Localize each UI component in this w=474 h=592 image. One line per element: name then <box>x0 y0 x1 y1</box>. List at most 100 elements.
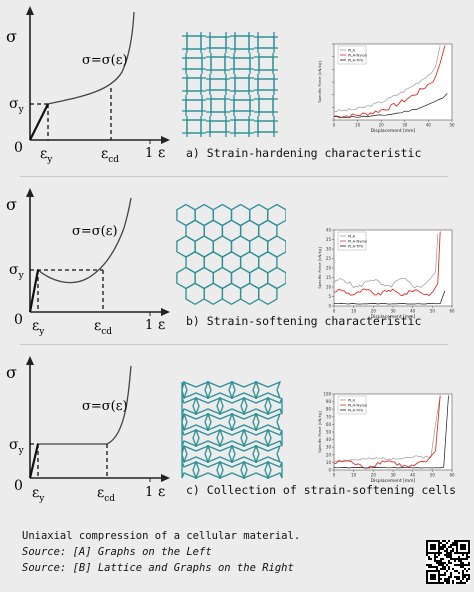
one-label: 1 <box>145 146 153 161</box>
separator-2 <box>20 344 448 345</box>
eps-cd-label: εcd <box>94 318 112 337</box>
legend-entry: PLA-Nylon <box>348 402 368 407</box>
x-tick-label: 0 <box>333 473 336 478</box>
y-tick-label: 30 <box>326 247 332 252</box>
footer-line-3: Source: [B] Lattice and Graphs on the Ri… <box>22 562 294 574</box>
eps-y-label: εy <box>40 146 53 165</box>
footer-line-2: Source: [A] Graphs on the Left <box>22 546 212 558</box>
sigma-axis-label: σ <box>6 363 17 382</box>
x-tick-label: 50 <box>430 309 436 314</box>
series-line <box>333 395 441 463</box>
series-line <box>333 45 441 113</box>
legend-entry: PLA <box>348 47 355 52</box>
caption-b: b) Strain-softening characteristic <box>186 314 422 328</box>
x-tick-label: 20 <box>379 123 385 128</box>
separator-1 <box>20 176 448 177</box>
panel-c: σ σy 0 εy εcd 1 ε σ=σ(ε) 0 10 20 30 40 50 60 70… <box>0 348 474 508</box>
y-tick-label: 5 <box>328 294 331 299</box>
eps-axis-label: ε <box>158 145 165 161</box>
x-axis-label: Displacement [mm] <box>371 314 416 320</box>
x-tick-label: 20 <box>371 473 377 478</box>
y-tick-label: 40 <box>326 228 332 233</box>
equation-label: σ=σ(ε) <box>82 53 128 68</box>
panel-a: σ σy 0 εy εcd 1 ε σ=σ(ε) 0 10 20 30 40 50 Disp… <box>0 0 474 175</box>
x-axis-label: Displacement [mm] <box>371 478 416 484</box>
origin-label: 0 <box>14 140 23 156</box>
y-tick-label: 25 <box>326 256 332 261</box>
x-tick-label: 30 <box>390 309 396 314</box>
lattice-a <box>182 32 278 137</box>
y-tick-label: 0 <box>328 304 331 309</box>
x-tick-label: 10 <box>351 473 357 478</box>
series-line <box>333 395 449 469</box>
legend-entry: PLA-Nylon <box>348 52 368 57</box>
y-tick-label: 40 <box>326 437 332 442</box>
sigma-y-label: σy <box>9 262 25 281</box>
y-tick-label: 0 <box>328 468 331 473</box>
origin-label: 0 <box>14 478 23 494</box>
stress-strain-graph-a: σ σy 0 εy εcd 1 ε σ=σ(ε) <box>6 6 170 165</box>
eps-y-label: εy <box>32 485 45 504</box>
x-tick-label: 20 <box>371 309 377 314</box>
y-tick-label: 90 <box>326 399 332 404</box>
lattice-b <box>176 204 286 306</box>
x-tick-label: 10 <box>351 309 357 314</box>
mini-chart-c: 0 10 20 30 40 50 60 70 80 90 100 0 10 20 30 40 50 60 Displ… <box>317 392 455 485</box>
y-tick-label: 70 <box>326 414 332 419</box>
one-label: 1 <box>145 485 153 500</box>
y-tick-label: 60 <box>326 422 332 427</box>
x-tick-label: 30 <box>390 473 396 478</box>
x-tick-label: 0 <box>333 309 336 314</box>
x-tick-label: 40 <box>410 473 416 478</box>
panel-b: σ σy 0 εy εcd 1 ε σ=σ(ε) 0 5 10 15 20 25 30 35 4… <box>0 180 474 350</box>
sigma-y-label: σy <box>9 437 25 456</box>
one-label: 1 <box>145 318 153 333</box>
x-tick-label: 50 <box>430 473 436 478</box>
eps-cd-label: εcd <box>97 485 115 504</box>
qr-code[interactable] <box>426 540 470 584</box>
series-line <box>333 233 439 289</box>
legend-entry: PLA-TPU <box>348 57 364 62</box>
x-tick-label: 10 <box>355 123 361 128</box>
equation-label: σ=σ(ε) <box>72 224 118 239</box>
y-tick-label: 80 <box>326 407 332 412</box>
x-tick-label: 60 <box>449 473 455 478</box>
eps-cd-label: εcd <box>101 146 119 165</box>
x-tick-label: 40 <box>426 123 432 128</box>
y-tick-label: 20 <box>326 452 332 457</box>
legend-entry: PLA-TPU <box>348 407 364 412</box>
legend-entry: PLA-TPU <box>348 243 364 248</box>
x-tick-label: 40 <box>410 309 416 314</box>
y-tick-label: 35 <box>326 237 332 242</box>
sigma-axis-label: σ <box>6 195 17 214</box>
y-tick-label: 100 <box>323 392 331 397</box>
legend-entry: PLA <box>348 233 355 238</box>
stress-strain-graph-c: σ σy 0 εy εcd 1 ε σ=σ(ε) <box>6 356 170 504</box>
eps-axis-label: ε <box>158 484 165 500</box>
legend-entry: PLA-Nylon <box>348 238 368 243</box>
lattice-c <box>181 380 283 480</box>
mini-chart-a: 0 10 20 30 40 50 Displacement [mm] Specific For… <box>317 43 455 134</box>
mini-chart-b: 0 5 10 15 20 25 30 35 40 0 10 20 30 40 50 60 Displacemen… <box>317 228 455 321</box>
series-line <box>333 93 448 118</box>
y-tick-label: 10 <box>326 460 332 465</box>
series-line <box>333 45 446 119</box>
series-line <box>333 290 446 305</box>
y-axis-label: Specific Force [kN/kg] <box>317 247 322 289</box>
y-tick-label: 10 <box>326 285 332 290</box>
y-axis-label: Specific Force [kN/kg] <box>317 411 322 453</box>
legend-entry: PLA <box>348 397 355 402</box>
stress-strain-graph-b: σ σy 0 εy εcd 1 ε σ=σ(ε) <box>6 188 170 337</box>
y-tick-label: 15 <box>326 275 332 280</box>
sigma-y-label: σy <box>9 96 25 115</box>
eps-y-label: εy <box>32 318 45 337</box>
eps-axis-label: ε <box>158 317 165 333</box>
series-line <box>333 395 441 469</box>
y-axis-label: Specific Force [kN/kg] <box>317 61 322 103</box>
sigma-axis-label: σ <box>6 27 17 46</box>
equation-label: σ=σ(ε) <box>82 399 128 414</box>
y-tick-label: 50 <box>326 430 332 435</box>
footer-line-1: Uniaxial compression of a cellular mater… <box>22 530 301 542</box>
x-tick-label: 30 <box>402 123 408 128</box>
caption-a: a) Strain-hardening characteristic <box>186 146 422 160</box>
